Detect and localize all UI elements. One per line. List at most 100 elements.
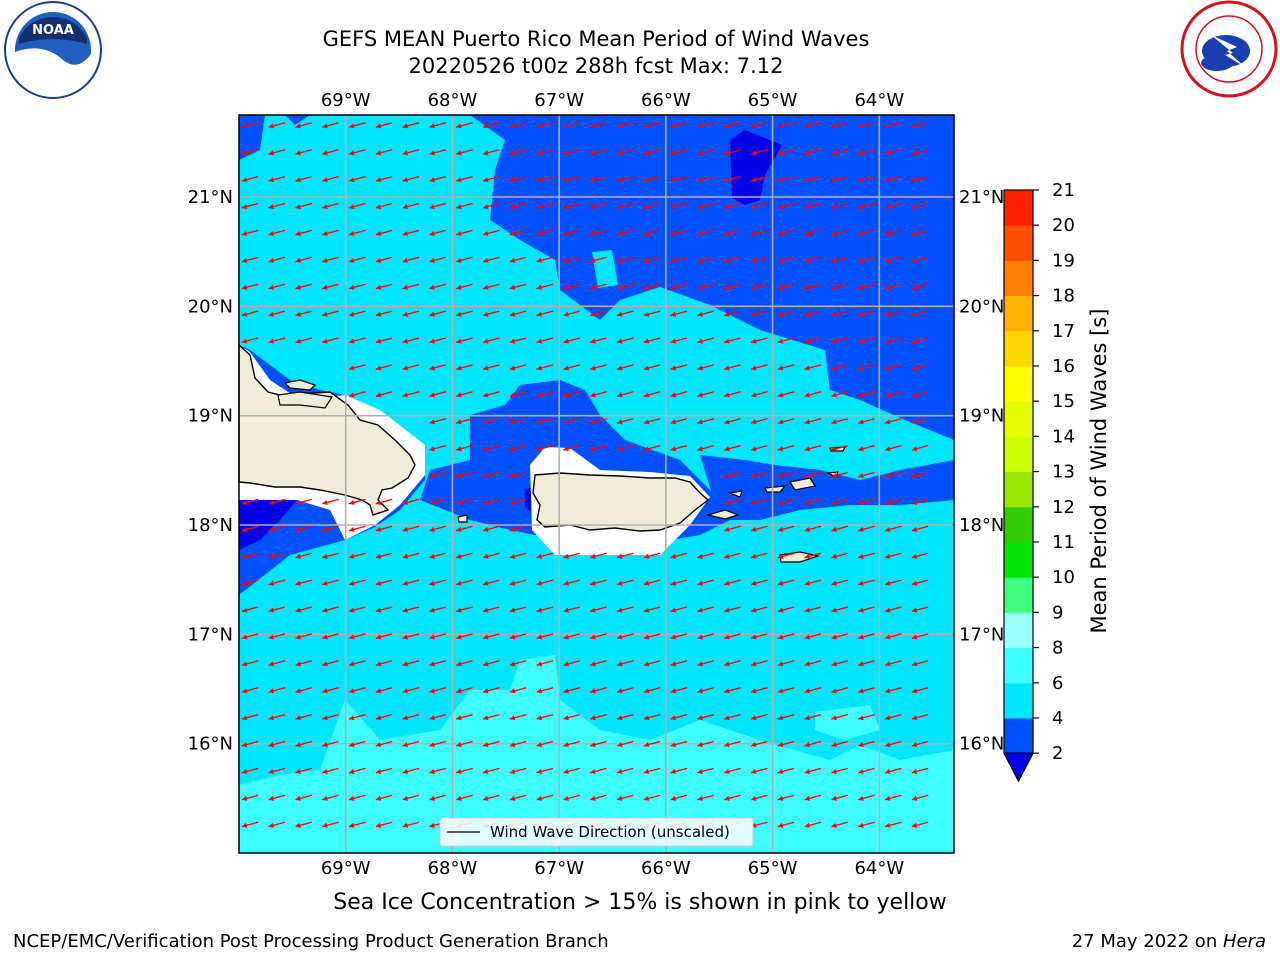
wave-arrow [616, 229, 634, 237]
lon-ticks-bottom: 69°W 68°W 67°W 66°W 65°W 64°W [321, 858, 904, 879]
colorbar-tick: 19 [1052, 250, 1075, 271]
wave-arrow [911, 229, 929, 237]
colorbar-segment [1004, 506, 1033, 543]
wave-arrow [348, 364, 366, 371]
lon-tick-bottom: 68°W [428, 858, 478, 879]
wave-arrow [482, 713, 500, 721]
wave-arrow [536, 202, 554, 210]
wave-arrow [750, 175, 768, 183]
wave-arrow [911, 740, 929, 748]
wave-arrow [750, 633, 768, 640]
wave-arrow [804, 149, 822, 156]
wave-arrow [536, 579, 554, 586]
colorbar-tick: 14 [1052, 426, 1075, 447]
wave-arrow [482, 310, 500, 317]
wave-arrow [268, 579, 286, 586]
wave-arrow [429, 498, 446, 506]
period-region-2-4-islands [700, 455, 954, 520]
wave-arrow [750, 444, 768, 452]
wave-arrow [241, 660, 259, 667]
wave-arrow [536, 794, 554, 801]
wave-arrow [295, 767, 312, 775]
wave-arrow [322, 122, 339, 129]
wave-arrow [241, 740, 259, 748]
wave-arrow [429, 364, 446, 371]
wave-arrow [456, 579, 473, 586]
footer-host: Hera [1222, 931, 1266, 952]
wave-arrow [670, 713, 688, 721]
wave-arrow [884, 633, 902, 640]
wave-arrow [804, 579, 822, 586]
wave-arrow [643, 122, 661, 129]
wave-arrow [697, 391, 714, 398]
wave-arrow [750, 767, 768, 775]
wave-arrow [456, 283, 473, 290]
lon-tick-bottom: 65°W [748, 858, 798, 879]
wave-arrow [402, 175, 420, 183]
wave-arrow [670, 149, 688, 156]
wave-arrow [348, 337, 366, 344]
wave-arrow [750, 471, 768, 479]
wave-arrow [911, 418, 929, 425]
wave-arrow [402, 149, 420, 156]
lon-tick-bottom: 64°W [854, 858, 904, 879]
wave-arrow [563, 552, 580, 559]
wave-arrow [375, 740, 393, 748]
wave-arrow [509, 310, 527, 317]
wave-arrow [724, 202, 741, 210]
wave-arrow [268, 821, 286, 828]
wave-arrow [509, 364, 527, 371]
wave-arrow [884, 525, 902, 532]
wave-arrow [616, 310, 634, 317]
wave-arrow [777, 202, 795, 210]
wave-arrow [858, 606, 875, 613]
wave-arrow [348, 821, 366, 828]
wave-arrow [670, 310, 688, 317]
wave-arrow [322, 687, 339, 694]
wave-arrow [643, 606, 661, 613]
wave-arrow [724, 713, 741, 721]
wave-arrow [509, 794, 527, 801]
wave-arrow [804, 256, 822, 263]
wave-arrow [643, 794, 661, 801]
wave-arrow [697, 418, 714, 425]
wave-arrow [724, 337, 741, 344]
sea-ice-caption: Sea Ice Concentration > 15% is shown in … [333, 890, 947, 915]
wave-arrow [456, 391, 473, 398]
wave-arrow [375, 364, 393, 371]
wave-arrow [884, 821, 902, 828]
colorbar-segment [1004, 295, 1033, 332]
wave-arrow [831, 471, 848, 479]
colorbar-segment [1004, 682, 1033, 719]
wave-arrow [375, 256, 393, 263]
wave-arrow [858, 364, 875, 371]
wave-arrow [911, 149, 929, 156]
wave-arrow [884, 337, 902, 344]
wave-arrow [858, 687, 875, 694]
lat-ticks-left: 21°N 20°N 19°N 18°N 17°N 16°N [188, 187, 233, 755]
wave-arrow [804, 660, 822, 667]
wave-arrow [831, 202, 848, 210]
colorbar-tick: 21 [1052, 180, 1075, 201]
wave-arrow [911, 364, 929, 371]
wave-arrow [777, 767, 795, 775]
wave-arrow [643, 283, 661, 290]
wave-arrow [295, 821, 312, 828]
wave-arrow [456, 337, 473, 344]
wave-arrow [375, 149, 393, 156]
wave-arrow [241, 794, 259, 801]
wave-arrow [241, 310, 259, 317]
wave-arrow [348, 175, 366, 183]
wave-arrow [509, 122, 527, 129]
wave-arrow [724, 525, 741, 532]
wave-arrow [858, 579, 875, 586]
wave-arrow [429, 256, 446, 263]
wave-arrow [456, 202, 473, 210]
wave-arrow [884, 660, 902, 667]
wave-arrow [590, 579, 607, 586]
wave-arrow [402, 256, 420, 263]
wave-arrow [724, 552, 741, 559]
wave-arrow [858, 713, 875, 721]
wave-arrow [429, 391, 446, 398]
wave-arrow [482, 471, 500, 479]
